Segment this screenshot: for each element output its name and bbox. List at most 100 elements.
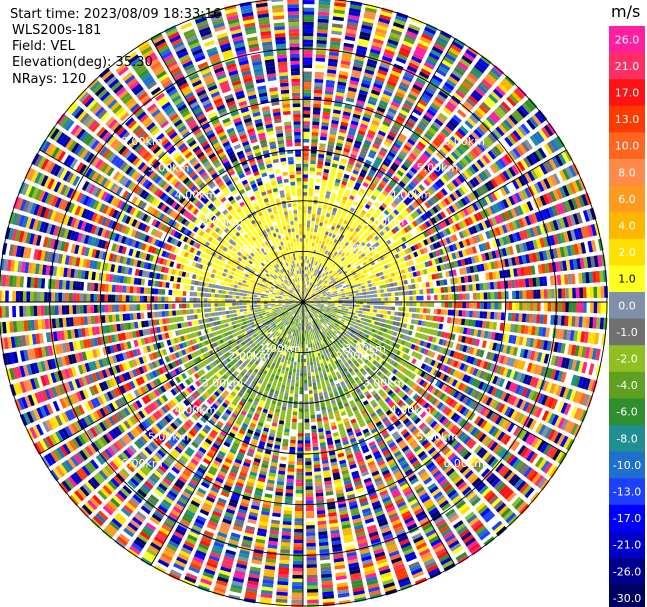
velocity-bin bbox=[305, 475, 313, 480]
velocity-bin bbox=[322, 208, 327, 213]
velocity-bin bbox=[390, 28, 403, 36]
velocity-bin bbox=[432, 139, 441, 148]
velocity-bin bbox=[355, 227, 361, 233]
velocity-bin bbox=[303, 295, 306, 299]
velocity-bin bbox=[383, 314, 388, 319]
velocity-bin bbox=[338, 229, 343, 234]
velocity-bin bbox=[340, 214, 346, 220]
velocity-bin bbox=[543, 314, 548, 325]
velocity-bin bbox=[327, 299, 332, 301]
velocity-bin bbox=[412, 108, 423, 116]
velocity-bin bbox=[345, 256, 350, 262]
velocity-bin bbox=[405, 158, 413, 166]
velocity-bin bbox=[291, 592, 303, 597]
velocity-bin bbox=[314, 189, 320, 194]
velocity-bin bbox=[362, 311, 367, 315]
velocity-bin bbox=[316, 282, 320, 286]
velocity-bin bbox=[432, 315, 438, 322]
velocity-bin bbox=[363, 239, 369, 245]
velocity-bin bbox=[332, 16, 344, 22]
velocity-bin bbox=[305, 270, 308, 274]
velocity-bin bbox=[383, 117, 393, 124]
velocity-bin bbox=[534, 112, 545, 124]
velocity-bin bbox=[438, 164, 447, 172]
velocity-bin bbox=[341, 293, 345, 296]
velocity-bin bbox=[353, 59, 364, 65]
velocity-bin bbox=[476, 159, 485, 169]
velocity-bin bbox=[492, 64, 504, 76]
velocity-bin bbox=[495, 126, 505, 137]
velocity-bin bbox=[303, 241, 306, 246]
velocity-bin bbox=[314, 474, 322, 479]
velocity-bin bbox=[410, 191, 418, 199]
velocity-bin bbox=[369, 216, 376, 222]
velocity-bin bbox=[386, 315, 391, 320]
velocity-bin bbox=[388, 230, 394, 237]
velocity-bin bbox=[411, 284, 416, 289]
velocity-bin bbox=[317, 513, 326, 518]
velocity-bin bbox=[353, 110, 362, 116]
velocity-bin bbox=[307, 337, 310, 341]
velocity-bin bbox=[575, 302, 580, 313]
velocity-bin bbox=[310, 414, 316, 419]
velocity-bin bbox=[363, 14, 376, 21]
velocity-bin bbox=[359, 307, 363, 311]
velocity-bin bbox=[408, 284, 413, 290]
velocity-bin bbox=[307, 217, 311, 221]
velocity-bin bbox=[314, 342, 318, 347]
velocity-bin bbox=[326, 147, 334, 153]
velocity-bin bbox=[417, 216, 424, 224]
velocity-bin bbox=[318, 240, 322, 245]
velocity-bin bbox=[326, 187, 332, 192]
velocity-bin bbox=[486, 282, 491, 290]
velocity-bin bbox=[332, 112, 341, 118]
velocity-bin bbox=[339, 266, 344, 271]
velocity-bin bbox=[418, 184, 426, 192]
velocity-bin bbox=[292, 560, 303, 565]
velocity-bin bbox=[307, 277, 310, 282]
velocity-bins bbox=[0, 0, 609, 607]
velocity-bin bbox=[303, 316, 305, 320]
velocity-bin bbox=[405, 186, 412, 193]
velocity-bin bbox=[353, 254, 358, 259]
velocity-bin bbox=[363, 113, 372, 119]
velocity-bin bbox=[405, 30, 418, 38]
velocity-bin bbox=[593, 302, 598, 314]
velocity-bin bbox=[372, 191, 379, 198]
velocity-bin bbox=[318, 279, 322, 284]
velocity-bin bbox=[343, 236, 348, 242]
velocity-bin bbox=[314, 224, 319, 229]
velocity-bin bbox=[303, 28, 314, 33]
velocity-bin bbox=[359, 295, 364, 299]
velocity-bin bbox=[303, 177, 308, 182]
velocity-bin bbox=[389, 73, 400, 81]
velocity-bin bbox=[494, 302, 499, 310]
velocity-bin bbox=[498, 158, 507, 168]
velocity-bin bbox=[297, 358, 301, 363]
velocity-bin bbox=[359, 298, 364, 302]
velocity-bin bbox=[304, 440, 311, 444]
velocity-bin bbox=[316, 32, 328, 38]
velocity-bin bbox=[425, 86, 436, 95]
velocity-bin bbox=[317, 229, 322, 234]
velocity-bin bbox=[505, 116, 516, 128]
velocity-bin bbox=[303, 188, 308, 193]
velocity-bin bbox=[476, 60, 488, 71]
velocity-bin bbox=[309, 393, 314, 398]
velocity-bin bbox=[449, 181, 457, 190]
velocity-bin bbox=[374, 79, 384, 86]
velocity-bin bbox=[295, 500, 303, 505]
velocity-bin bbox=[377, 305, 381, 310]
velocity-bin bbox=[354, 182, 361, 188]
velocity-bin bbox=[364, 109, 373, 116]
velocity-bin bbox=[304, 295, 306, 299]
velocity-bin bbox=[364, 69, 375, 75]
velocity-bin bbox=[438, 90, 449, 100]
velocity-bin bbox=[378, 280, 383, 285]
velocity-bin bbox=[366, 305, 371, 309]
velocity-bin bbox=[460, 185, 469, 194]
velocity-bin bbox=[317, 517, 326, 522]
velocity-bin bbox=[305, 323, 307, 327]
velocity-bin bbox=[473, 63, 486, 74]
